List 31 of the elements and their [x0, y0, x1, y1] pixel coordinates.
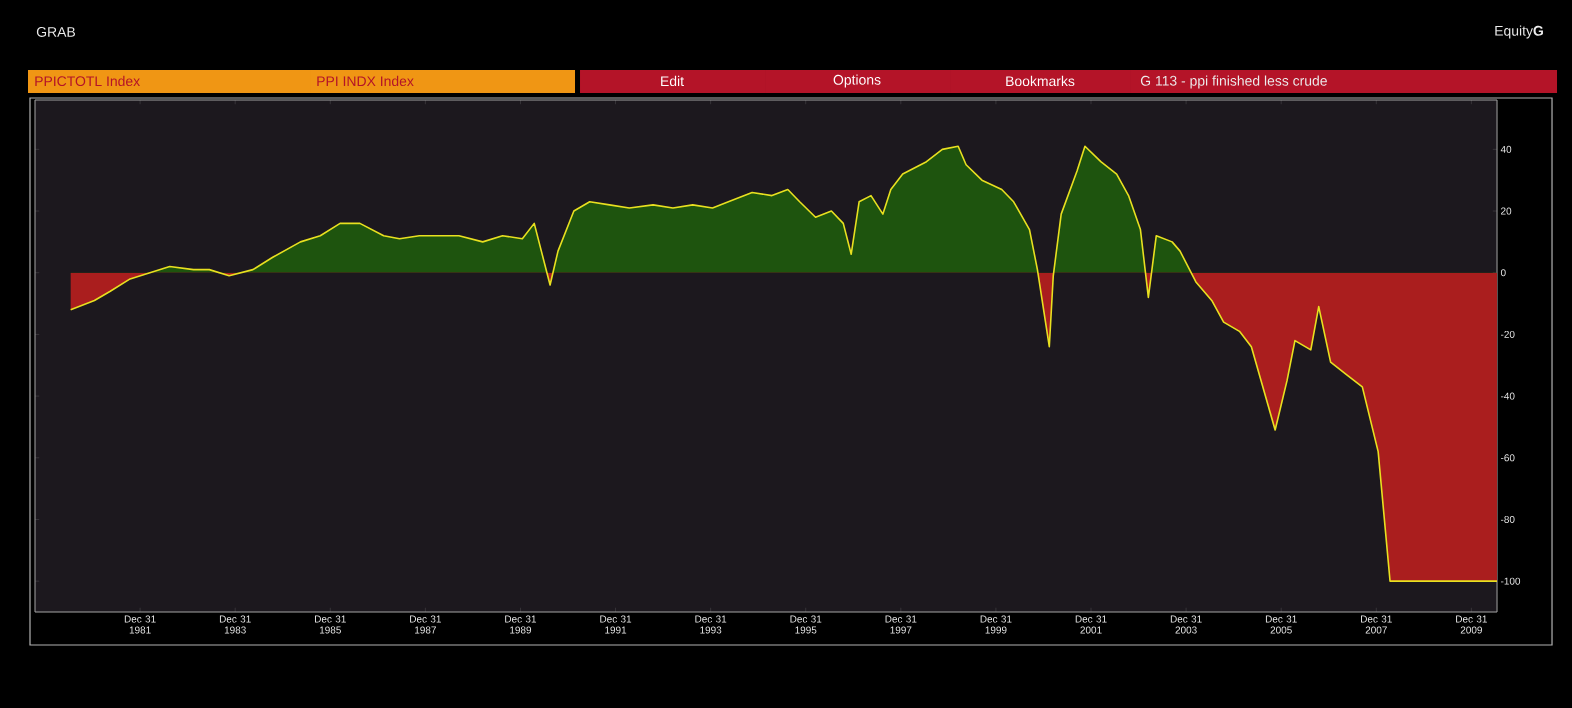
text: PPI INDX Index [317, 75, 414, 87]
x-tick-label: Dec 31 1981 [124, 615, 156, 634]
x-tick-label: Dec 31 1987 [410, 615, 441, 634]
y-tick-label: 20 [1501, 207, 1512, 215]
x-tick-label: Dec 31 1997 [885, 615, 917, 634]
x-tick-label: Dec 31 1991 [600, 615, 632, 634]
text: Edit [661, 75, 684, 87]
y-tick-label: -60 [1500, 454, 1515, 462]
x-tick-label: Dec 31 2009 [1456, 615, 1487, 634]
text: Bookmarks [1006, 75, 1075, 87]
x-tick-label: Dec 31 1999 [980, 615, 1012, 634]
y-tick-label: -40 [1500, 392, 1515, 400]
x-tick-label: Dec 31 1993 [695, 615, 727, 634]
x-tick-label: Dec 31 1989 [505, 615, 537, 634]
text: GRAB [36, 27, 75, 37]
text: PPICTOTL Index [35, 75, 140, 87]
y-tick-label: -100 [1500, 577, 1521, 585]
y-tick-label: -80 [1500, 515, 1515, 523]
x-tick-label: Dec 31 2005 [1265, 615, 1297, 634]
x-tick-label: Dec 31 2001 [1075, 615, 1107, 634]
y-tick-label: 0 [1500, 269, 1506, 277]
x-tick-label: Dec 31 1985 [315, 615, 346, 634]
y-tick-label: 40 [1500, 145, 1512, 153]
text: EquityG [1495, 25, 1543, 39]
chart-title: G 113 - ppi finished less crude [1140, 75, 1327, 89]
y-tick-label: -20 [1500, 330, 1515, 338]
x-tick-label: Dec 31 1983 [219, 615, 251, 634]
x-tick-label: Dec 31 2007 [1361, 615, 1392, 634]
x-tick-label: Dec 31 2003 [1170, 615, 1202, 634]
text: Options [833, 74, 881, 88]
x-tick-label: Dec 31 1995 [790, 615, 822, 634]
